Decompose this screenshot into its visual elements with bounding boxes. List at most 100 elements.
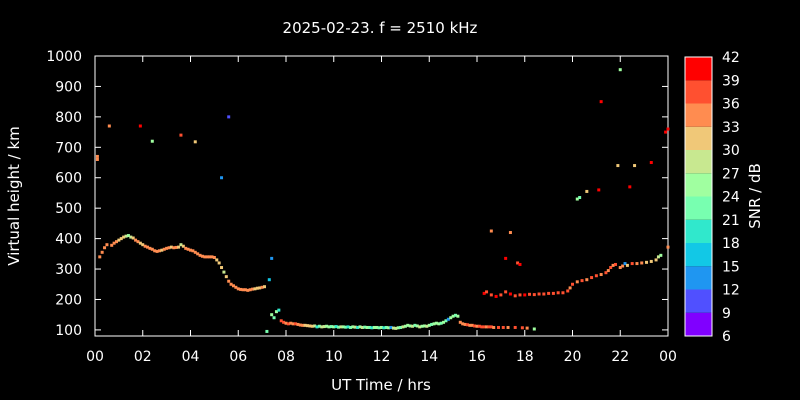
data-point — [179, 133, 183, 137]
data-point — [270, 313, 274, 317]
data-point — [334, 325, 338, 329]
data-point — [162, 247, 166, 251]
data-point — [155, 249, 159, 253]
data-point — [134, 238, 138, 242]
data-point — [184, 246, 188, 250]
data-point — [645, 260, 649, 264]
data-point — [375, 325, 379, 329]
data-point — [246, 288, 250, 292]
data-point — [241, 288, 245, 292]
data-point — [556, 291, 560, 295]
data-point — [508, 292, 512, 296]
y-tick-label: 400 — [55, 232, 82, 248]
data-point — [599, 100, 603, 104]
data-point — [427, 323, 431, 327]
data-point — [625, 263, 629, 267]
data-point — [251, 287, 255, 291]
data-point — [623, 262, 627, 266]
data-point — [542, 292, 546, 296]
data-point — [260, 285, 264, 289]
data-point — [95, 157, 99, 161]
colorbar-band — [685, 219, 712, 243]
data-point — [492, 325, 496, 329]
data-point — [451, 314, 455, 318]
data-point — [444, 319, 448, 323]
data-point — [434, 321, 438, 325]
data-point — [103, 246, 107, 250]
data-point — [179, 243, 183, 247]
data-point — [124, 234, 128, 238]
data-point — [489, 325, 493, 329]
data-point — [640, 261, 644, 265]
data-point — [356, 325, 360, 329]
data-point — [239, 287, 243, 291]
y-tick-label: 600 — [55, 171, 82, 187]
data-point — [126, 234, 130, 238]
x-tick-label: 20 — [564, 349, 582, 365]
data-point — [265, 329, 269, 333]
data-point — [561, 291, 565, 295]
y-tick-label: 700 — [55, 140, 82, 156]
data-point — [666, 127, 670, 131]
colorbar-band — [685, 173, 712, 197]
data-point — [138, 124, 142, 128]
data-point — [169, 245, 173, 249]
data-point — [339, 325, 343, 329]
x-tick-label: 14 — [420, 349, 438, 365]
data-point — [389, 325, 393, 329]
x-tick-label: 00 — [659, 349, 677, 365]
data-point — [313, 324, 317, 328]
data-point — [100, 250, 104, 254]
data-point — [153, 249, 157, 253]
data-point — [320, 325, 324, 329]
data-point — [613, 262, 617, 266]
data-point — [406, 323, 410, 327]
data-point — [508, 231, 512, 235]
data-point — [360, 325, 364, 329]
data-point — [628, 185, 632, 189]
colorbar: 6 9 12 15 18 21 24 27 30 33 36 39 42 — [684, 50, 740, 345]
data-point — [575, 197, 579, 201]
data-point — [473, 324, 477, 328]
data-point — [516, 261, 520, 265]
data-point — [454, 313, 458, 317]
data-point — [272, 316, 276, 320]
data-point — [609, 266, 613, 270]
data-point — [571, 282, 574, 286]
data-point — [525, 326, 529, 330]
data-point — [403, 324, 407, 328]
data-point — [227, 115, 231, 119]
x-tick-label: 10 — [325, 349, 343, 365]
data-point — [666, 245, 670, 249]
data-point — [351, 325, 355, 329]
data-point — [532, 327, 536, 331]
data-point — [363, 325, 367, 329]
data-point — [413, 323, 417, 327]
data-point — [177, 245, 181, 249]
data-point — [599, 273, 603, 277]
data-point — [499, 293, 503, 297]
data-point — [258, 286, 262, 290]
x-tick-label: 02 — [134, 349, 152, 365]
data-point — [370, 326, 374, 330]
data-point — [167, 246, 171, 250]
data-point — [105, 243, 109, 247]
y-tick-label: 500 — [55, 201, 82, 217]
data-point — [611, 263, 615, 267]
data-point — [594, 274, 598, 278]
x-axis-label: UT Time / hrs — [331, 376, 431, 394]
y-axis: 100 200 300 400 500 600 700 800 900 1000 — [46, 49, 668, 339]
data-point — [380, 325, 383, 329]
data-points — [95, 68, 670, 333]
data-point — [477, 324, 481, 328]
data-point — [430, 322, 434, 326]
data-point — [119, 237, 123, 241]
data-point — [384, 325, 388, 329]
data-point — [222, 270, 226, 274]
data-point — [220, 176, 224, 180]
data-point — [621, 264, 625, 268]
data-point — [496, 325, 500, 329]
x-axis: 00 02 04 06 08 10 12 14 16 18 20 22 00 — [86, 56, 677, 365]
